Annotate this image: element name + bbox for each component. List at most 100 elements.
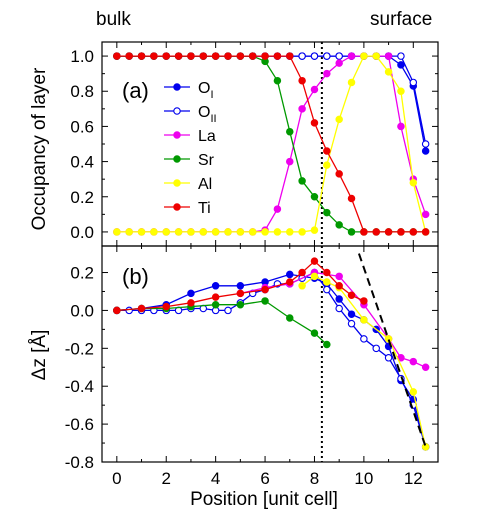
- data-point: [298, 282, 306, 290]
- data-point: [273, 76, 282, 85]
- data-point: [409, 357, 418, 366]
- data-point: [323, 278, 331, 286]
- data-point: [360, 52, 368, 60]
- data-point: [125, 306, 133, 315]
- y-tick-label: 0.0: [70, 223, 94, 242]
- data-point: [236, 289, 245, 298]
- data-point: [335, 221, 343, 229]
- panel-a-ylabel: Occupancy of layer: [29, 67, 50, 230]
- data-point: [310, 119, 319, 127]
- x-axis-label: Position [unit cell]: [190, 489, 338, 510]
- bulk-label: bulk: [96, 9, 131, 30]
- panel-a-label: (a): [122, 78, 149, 103]
- data-point: [310, 257, 319, 265]
- data-point: [323, 208, 331, 217]
- data-point: [187, 52, 195, 60]
- data-point: [113, 52, 121, 60]
- data-point: [137, 52, 146, 60]
- y-tick-label: 0.4: [70, 153, 94, 172]
- y-tick-label: -0.8: [65, 453, 94, 472]
- data-point: [174, 228, 183, 236]
- series-line: [116, 55, 426, 233]
- y-tick-label: 0.2: [70, 188, 94, 207]
- series-line: [116, 55, 427, 145]
- data-point: [273, 228, 282, 236]
- data-point: [421, 140, 430, 148]
- data-point: [409, 78, 418, 87]
- data-point: [199, 52, 208, 60]
- y-tick-label: 0.8: [70, 82, 94, 101]
- data-point: [261, 297, 269, 305]
- series-line: [116, 55, 427, 233]
- data-point: [384, 228, 393, 236]
- x-tick-label: 6: [260, 469, 269, 488]
- data-point: [360, 297, 368, 305]
- data-point: [298, 105, 306, 113]
- data-point: [347, 319, 356, 328]
- data-point: [273, 52, 282, 60]
- x-tick-label: 10: [354, 469, 373, 488]
- data-point: [335, 59, 343, 67]
- data-point: [335, 170, 343, 178]
- data-point: [261, 52, 269, 60]
- data-point: [323, 285, 331, 294]
- fit-line: [357, 253, 427, 448]
- data-point: [187, 289, 195, 298]
- data-point: [421, 228, 430, 236]
- surface-label: surface: [370, 9, 432, 30]
- data-point: [236, 282, 245, 290]
- series-line: [116, 271, 427, 447]
- x-tick-label: 2: [162, 469, 171, 488]
- legend-label: OII: [198, 104, 217, 125]
- data-point: [310, 329, 319, 337]
- legend-label: La: [198, 128, 216, 145]
- data-point: [335, 295, 343, 303]
- data-point: [421, 363, 430, 372]
- panel-b-plot: -0.8 -0.6 -0.4 -0.2 0.0 0.2 0 2 4 6 8 10 12: [65, 245, 439, 488]
- data-point: [113, 306, 121, 315]
- data-point: [372, 52, 380, 60]
- data-point: [298, 177, 306, 185]
- data-point: [335, 272, 343, 281]
- data-point: [236, 228, 245, 236]
- panel-b-ylabel: Δz [Å]: [29, 330, 50, 381]
- data-point: [236, 300, 245, 309]
- data-point: [125, 228, 133, 236]
- data-point: [397, 87, 405, 95]
- data-point: [360, 316, 368, 324]
- data-point: [347, 194, 356, 203]
- data-point: [211, 293, 220, 301]
- data-point: [347, 78, 356, 87]
- legend-marker: [173, 155, 181, 163]
- legend-label-subscript: I: [210, 89, 213, 101]
- data-point: [397, 122, 405, 131]
- data-point: [150, 228, 158, 236]
- x-tick-label: 8: [310, 469, 319, 488]
- data-point: [347, 310, 356, 318]
- data-point: [323, 161, 331, 169]
- data-point: [162, 302, 170, 311]
- data-point: [409, 178, 418, 187]
- legend-label: Al: [198, 176, 212, 193]
- data-point: [150, 52, 158, 60]
- data-point: [224, 228, 232, 236]
- legend-marker: [173, 131, 181, 139]
- data-point: [335, 282, 343, 290]
- series-line: [116, 55, 426, 233]
- data-point: [323, 52, 331, 60]
- x-tick-label: 4: [211, 469, 220, 488]
- data-point: [187, 228, 195, 236]
- data-point: [137, 228, 146, 236]
- data-point: [187, 299, 195, 307]
- data-point: [211, 300, 220, 309]
- data-point: [125, 52, 133, 60]
- y-tick-label: -0.4: [65, 377, 94, 396]
- data-point: [310, 226, 319, 234]
- data-point: [286, 157, 294, 166]
- data-point: [286, 52, 294, 60]
- data-point: [397, 61, 405, 69]
- legend-label: Sr: [198, 152, 215, 169]
- data-point: [347, 228, 356, 236]
- data-point: [384, 68, 393, 76]
